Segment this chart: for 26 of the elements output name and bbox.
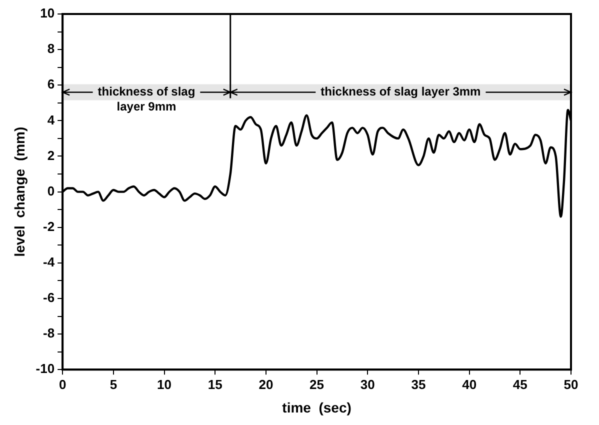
y-tick-label: 10 (40, 6, 55, 21)
x-tick-label: 5 (110, 376, 118, 392)
y-tick-label: 4 (47, 112, 56, 128)
x-tick-label: 20 (258, 376, 274, 392)
band-label: thickness of slag layer 3mm (320, 84, 481, 99)
x-tick-label: 50 (564, 376, 578, 392)
x-tick-label: 35 (411, 376, 426, 392)
x-tick-label: 40 (462, 376, 477, 392)
y-tick-label: -2 (43, 218, 55, 234)
band-label: thickness of slag layer 9mm (98, 84, 196, 114)
y-tick-label: 6 (47, 76, 55, 92)
x-tick-label: 15 (208, 376, 222, 392)
x-tick-label: 45 (512, 376, 528, 392)
y-tick-label: -6 (43, 290, 55, 306)
y-tick-label: 0 (47, 183, 55, 198)
y-tick-label: 2 (47, 148, 55, 163)
y-tick-label: 8 (47, 41, 55, 56)
x-tick-label: 25 (310, 376, 324, 392)
x-axis-title: time (sec) (282, 399, 352, 416)
x-tick-label: 0 (58, 376, 66, 392)
x-tick-label: 30 (360, 376, 375, 392)
y-tick-label: -4 (43, 254, 56, 270)
y-axis-title: level change (mm) (11, 126, 28, 257)
y-tick-label: -8 (43, 326, 55, 341)
y-tick-label: -10 (36, 361, 55, 376)
x-tick-label: 10 (157, 376, 172, 392)
